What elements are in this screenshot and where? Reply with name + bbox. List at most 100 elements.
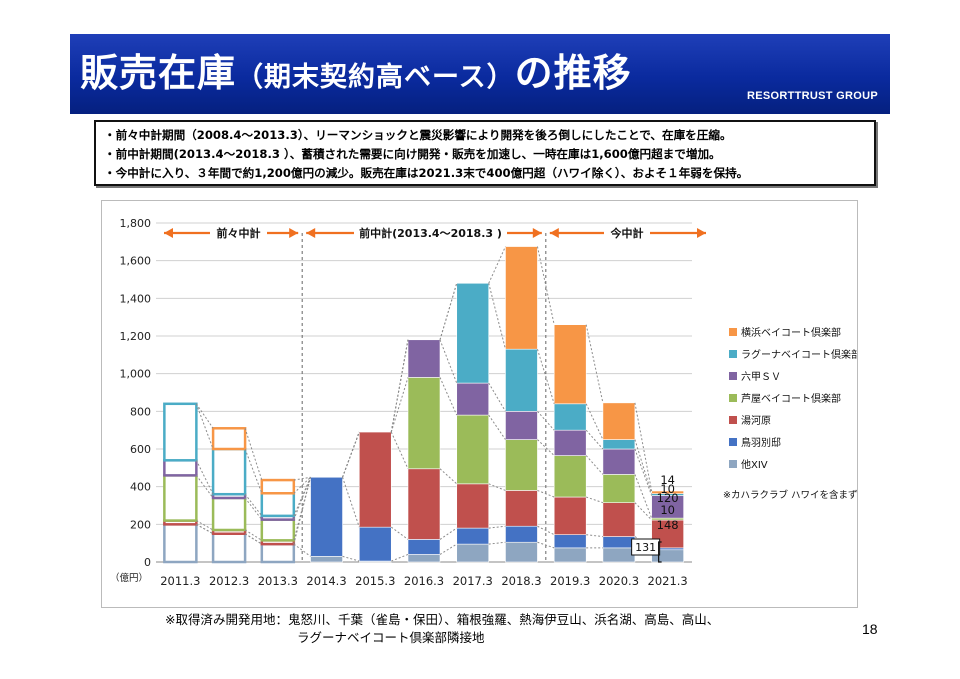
bar-segment [163, 459, 198, 477]
period-arrowhead [549, 228, 559, 238]
x-tick-label: 2015.3 [355, 574, 395, 588]
legend-swatch [729, 416, 737, 424]
data-label: 131 [635, 541, 656, 554]
connector-line [439, 377, 458, 416]
legend-swatch [729, 328, 737, 336]
legend-label: 芦屋ベイコート倶楽部 [741, 392, 841, 405]
connector-line [293, 477, 312, 517]
y-tick-label: 1,200 [120, 330, 152, 343]
inventory-stacked-bar-chart: 0 200 400 600 800 1,000 1,200 1,400 1,600 1,800 （億… [110, 217, 861, 588]
data-label: 10 [660, 503, 675, 517]
connector-line [244, 529, 263, 541]
summary-line: ・前中計期間(2013.4～2018.3 ）、蓄積された需要に向け開発・販売を加… [104, 147, 721, 161]
footnote-line-2: ラグーナベイコート倶楽部隣接地 [297, 630, 485, 645]
legend-swatch [729, 438, 737, 446]
legend-label: 他XIV [741, 458, 768, 471]
data-label-box [631, 538, 661, 556]
connector-line [537, 439, 555, 456]
bar-segment [163, 474, 198, 522]
connector-line [195, 475, 214, 499]
connector-line [390, 377, 409, 433]
bar-segment [456, 282, 490, 384]
y-tick-label: 800 [130, 405, 151, 418]
connector-line [634, 402, 653, 492]
bar-segment [505, 348, 538, 412]
connector-line [585, 324, 604, 403]
bar-segment [407, 339, 441, 378]
connector-line [195, 403, 214, 429]
bar-segment [407, 554, 441, 563]
connector-line [439, 339, 458, 384]
y-tick-label: 1,600 [120, 255, 152, 268]
connector-line [195, 403, 214, 450]
summary-box: ・前々中計期間（2008.4～2013.3）、リーマンショックと震災影響により開… [94, 120, 876, 186]
connector-line [488, 414, 506, 440]
bar-segment [211, 427, 247, 451]
bar-segment [456, 414, 490, 485]
period-label: 今中計 [610, 226, 644, 240]
connector-line [342, 555, 360, 562]
bar-segment [358, 526, 392, 562]
data-label: 10 [660, 482, 675, 496]
connector-line [342, 431, 360, 478]
x-tick-label: 2014.3 [306, 574, 346, 588]
bar-segment [211, 532, 247, 564]
connector-line [586, 534, 603, 538]
connector-line [634, 448, 653, 496]
bar-segment [407, 468, 441, 540]
legend-swatch [729, 394, 737, 402]
connector-line [244, 493, 263, 517]
footnote-line-1: ※取得済み開発用地：鬼怒川、千葉（雀島・保田）、箱根強羅、熱海伊豆山、浜名湖、高… [165, 612, 720, 627]
x-tick-label: 2018.3 [501, 574, 541, 588]
connector-line [585, 403, 604, 440]
bar-segment [310, 476, 343, 557]
data-label: 14 [660, 473, 675, 487]
period-arrowhead [164, 228, 173, 238]
bar-segment [553, 547, 587, 563]
connector-line [293, 543, 311, 557]
connector-line [390, 431, 409, 469]
bar-segment [407, 377, 441, 470]
connector-line [488, 246, 506, 284]
x-tick-label: 2011.3 [160, 574, 200, 588]
bar-segment [553, 534, 587, 549]
bar-segment [211, 496, 247, 532]
period-arrowhead [697, 228, 706, 238]
bar-segment [163, 402, 198, 462]
connector-line [342, 477, 360, 528]
connector-line [634, 439, 653, 494]
legend-swatch [729, 372, 737, 380]
connector-line [537, 541, 555, 549]
bar-segment [310, 556, 343, 563]
period-label: 前々中計 [217, 226, 261, 240]
x-tick-label: 2012.3 [209, 574, 249, 588]
connector-line [634, 502, 652, 521]
legend-label: 湯河原 [741, 414, 771, 427]
bar-segment [505, 490, 538, 527]
connector-line [488, 283, 506, 350]
y-tick-label: 1,000 [120, 368, 152, 381]
connector-line [439, 527, 458, 540]
connector-line [488, 483, 506, 491]
connector-line [390, 526, 409, 540]
data-label: 120 [657, 491, 679, 505]
y-tick-label: 400 [130, 481, 151, 494]
summary-line: ・今中計に入り、３年間で約1,200億円の減少。販売在庫は2021.3末で400… [104, 166, 749, 180]
connector-line [439, 543, 457, 555]
bar-segment [553, 403, 587, 431]
y-tick-label: 1,800 [120, 217, 152, 230]
bar-segment [358, 431, 392, 528]
legend-label: ラグーナベイコート倶楽部 [741, 348, 857, 361]
connector-line [244, 497, 263, 520]
connector-line [293, 477, 312, 520]
bar-segment [602, 502, 636, 537]
bar-segment [602, 439, 636, 450]
connector-line [585, 455, 604, 475]
y-tick-label: 0 [144, 556, 151, 569]
legend-swatch [729, 350, 737, 358]
connector-line [488, 382, 506, 412]
connector-line [585, 429, 604, 450]
x-tick-label: 2021.3 [648, 574, 688, 588]
connector-line [196, 523, 214, 535]
chart-container: 0 200 400 600 800 1,000 1,200 1,400 1,600 1,800 （億… [101, 200, 861, 608]
